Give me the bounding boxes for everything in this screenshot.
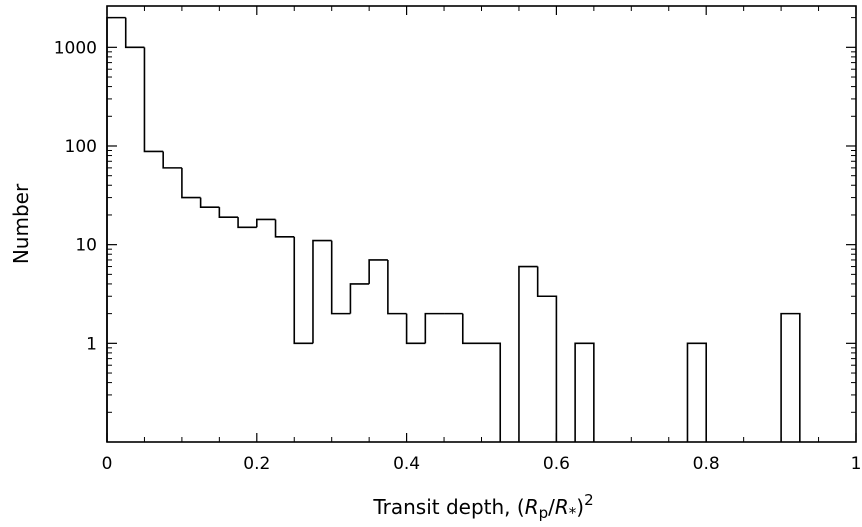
histogram-bar [518, 265, 538, 442]
y-tick-label: 1000 [54, 38, 97, 58]
histogram-bar [368, 259, 388, 284]
y-tick-label: 100 [65, 137, 97, 157]
histogram-bar [256, 218, 276, 228]
histogram-bar [424, 312, 445, 344]
x-tick-label: 0.6 [543, 454, 570, 474]
x-axis-title-sup: 2 [584, 491, 594, 509]
histogram-bar [143, 47, 164, 153]
histogram-bar [574, 342, 595, 442]
x-axis-title-slash: / [548, 495, 555, 519]
x-axis-title-sub-star: * [569, 504, 577, 522]
histogram-bar [780, 312, 801, 442]
y-tick-label: 1 [86, 334, 97, 354]
histogram-bar [181, 167, 201, 199]
x-axis-title-r2: R [555, 495, 569, 519]
y-tick-label: 10 [75, 236, 97, 256]
y-axis-title: Number [9, 183, 33, 264]
histogram-bar [162, 151, 182, 169]
histogram-bar [218, 207, 239, 218]
histogram-bar [312, 239, 332, 344]
plot-area: 0 0.2 0.4 0.6 0.8 1 1 10 100 1000 [54, 5, 862, 474]
x-axis-title-sub-p: p [539, 504, 549, 522]
histogram-bar [387, 259, 407, 315]
histogram-bar [293, 236, 313, 345]
x-tick-label: 0 [102, 454, 113, 474]
histogram-bar [274, 219, 295, 238]
x-axis-title: Transit depth, (Rp/R*)2 [372, 491, 593, 522]
histogram-bar [686, 342, 707, 442]
histogram-bar [461, 313, 482, 345]
histogram-bar [349, 283, 370, 314]
x-tick-label: 0.4 [393, 454, 420, 474]
plot-frame [106, 5, 857, 443]
histogram-bar [106, 16, 126, 442]
histogram-bar [199, 197, 220, 208]
histogram-bar [330, 240, 351, 315]
histogram-bar [481, 342, 502, 442]
x-tick-label: 0.2 [243, 454, 270, 474]
histogram-bar [405, 313, 426, 345]
histogram-bar [237, 217, 257, 229]
x-axis-title-suffix: ) [576, 495, 584, 519]
x-axis-title-r1: R [525, 495, 539, 519]
histogram-bar [124, 17, 145, 49]
x-tick-label: 1 [851, 454, 862, 474]
x-axis-title-prefix: Transit depth, ( [372, 495, 524, 519]
histogram-bar [536, 266, 558, 442]
x-tick-label: 0.8 [693, 454, 720, 474]
